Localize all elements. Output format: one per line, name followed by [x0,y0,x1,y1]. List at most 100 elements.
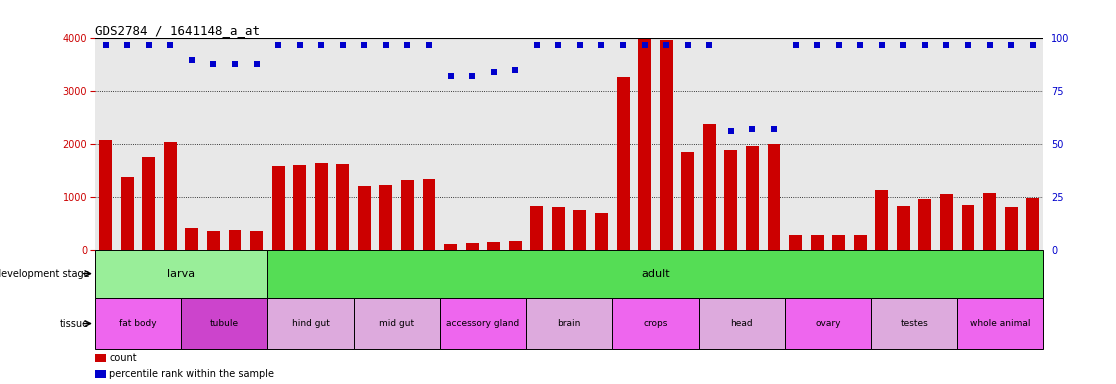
Point [679,42,696,48]
Bar [789,235,802,250]
Text: mid gut: mid gut [379,319,414,328]
Text: tissue: tissue [60,318,89,329]
Text: head: head [730,319,753,328]
Point [829,42,847,48]
Bar [660,40,673,250]
Text: tubule: tubule [210,319,239,328]
Bar [121,177,134,250]
Bar [681,152,694,250]
Bar [379,185,393,250]
Text: crops: crops [643,319,667,328]
Bar [958,298,1043,349]
Bar [940,194,953,250]
Bar [1027,199,1039,250]
Point [398,42,416,48]
Bar [143,157,155,250]
Bar [99,140,112,250]
Bar [509,241,522,250]
Point [420,42,437,48]
Point [312,42,330,48]
Point [981,42,999,48]
Point [269,42,287,48]
Point [248,61,266,67]
Bar [983,193,997,250]
Bar [401,180,414,250]
Text: testes: testes [901,319,929,328]
Point [743,126,761,132]
Point [334,42,352,48]
Bar [271,166,285,250]
Point [442,73,460,79]
Point [1023,42,1041,48]
Bar [613,298,699,349]
Point [162,42,180,48]
Bar [724,151,738,250]
Bar [268,250,1043,298]
Text: brain: brain [558,319,580,328]
Bar [699,298,785,349]
Bar [574,210,586,250]
Bar [95,298,181,349]
Bar [833,235,845,250]
Point [766,126,783,132]
Bar [250,230,263,250]
Point [507,67,525,73]
Bar [875,190,888,250]
Bar [870,298,958,349]
Point [549,42,567,48]
Text: larva: larva [167,268,195,279]
Bar [354,298,440,349]
Text: fat body: fat body [119,319,156,328]
Point [894,42,912,48]
Bar [962,205,974,250]
Bar [229,230,241,250]
Point [291,42,309,48]
Point [701,42,719,48]
Point [873,42,891,48]
Bar [768,144,780,250]
Bar [488,242,500,250]
Point [118,42,136,48]
Text: GDS2784 / 1641148_a_at: GDS2784 / 1641148_a_at [95,24,260,37]
Bar [785,298,870,349]
Text: adult: adult [641,268,670,279]
Point [657,42,675,48]
Point [959,42,976,48]
Bar [810,235,824,250]
Bar [526,298,613,349]
Point [722,128,740,134]
Bar [294,165,306,250]
Point [484,69,502,75]
Bar [95,250,268,298]
Bar [358,186,371,250]
Bar [181,298,268,349]
Bar [703,124,715,250]
Bar [444,244,458,250]
Bar [315,163,328,250]
Point [852,42,869,48]
Point [528,42,546,48]
Point [140,42,157,48]
Text: percentile rank within the sample: percentile rank within the sample [109,369,275,379]
Text: hind gut: hind gut [291,319,329,328]
Point [787,42,805,48]
Bar [336,164,349,250]
Bar [185,228,199,250]
Point [227,61,244,67]
Point [204,61,222,67]
Bar [206,230,220,250]
Bar [465,243,479,250]
Bar [1004,207,1018,250]
Point [808,42,826,48]
Text: accessory gland: accessory gland [446,319,520,328]
Point [916,42,934,48]
Bar [164,142,176,250]
Point [355,42,373,48]
Bar [616,77,629,250]
Point [636,42,654,48]
Bar [897,206,910,250]
Bar [918,199,932,250]
Point [1002,42,1020,48]
Point [183,56,201,63]
Bar [638,39,651,250]
